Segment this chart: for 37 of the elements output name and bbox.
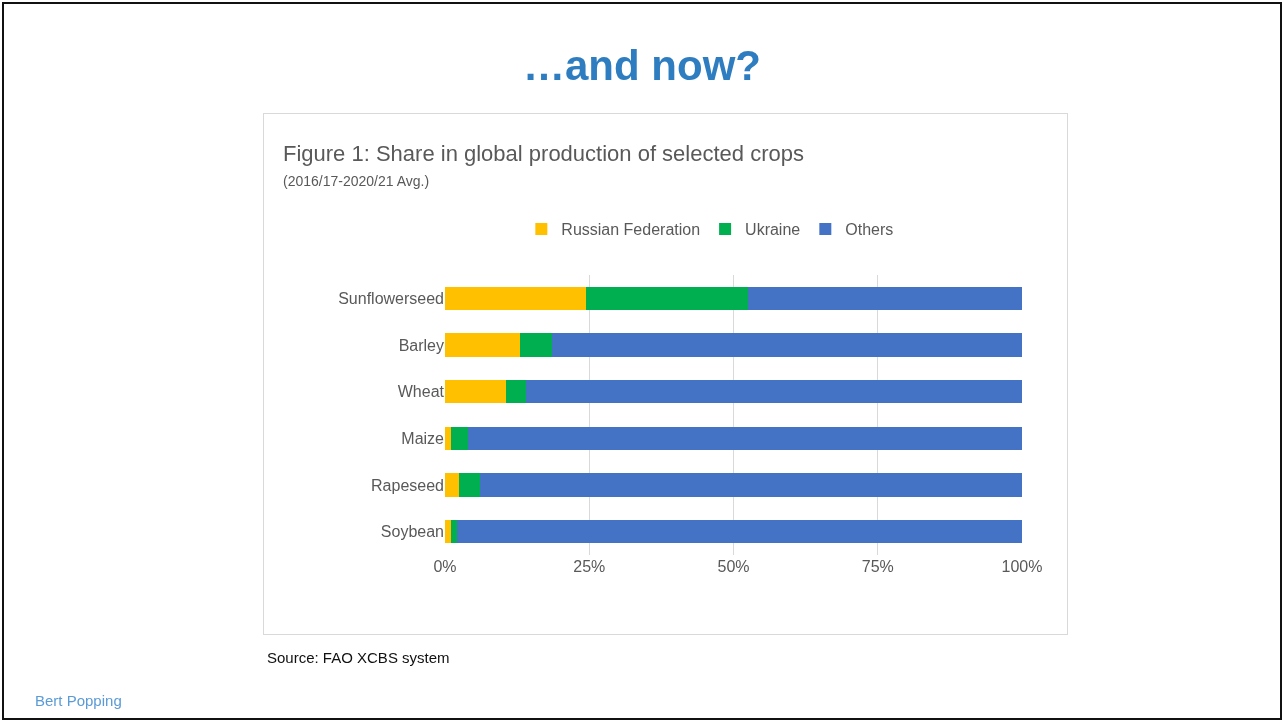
- bar: [450, 520, 457, 544]
- chart-subtitle: Figure 1: Share in global production of selected crops: [283, 141, 804, 166]
- bar: [445, 333, 521, 357]
- bar: [456, 520, 1022, 544]
- text: Bert Popping: [35, 692, 122, 709]
- legend-label: Others: [845, 221, 894, 239]
- legend-label: Ukraine: [745, 221, 801, 239]
- x-tick-label: 0%: [433, 558, 457, 575]
- bar: [505, 380, 526, 404]
- bar: [586, 286, 748, 310]
- x-tick-label: 100%: [1001, 558, 1043, 575]
- bar: [525, 380, 1022, 404]
- text: (2016/17-2020/21 Avg.): [283, 173, 430, 189]
- bar: [445, 473, 460, 497]
- bar: [468, 426, 1022, 450]
- y-tick-label: Rapeseed: [371, 476, 444, 494]
- bar: [445, 520, 451, 544]
- y-tick-label: Sunflowerseed: [338, 289, 444, 307]
- x-tick-label: 25%: [573, 558, 606, 575]
- bar: [459, 473, 480, 497]
- chart-title: …and now?: [523, 41, 761, 89]
- bar: [445, 286, 587, 310]
- x-tick-label: 75%: [861, 558, 894, 575]
- bar: [445, 426, 451, 450]
- source-note: Source: FAO XCBS system: [267, 649, 450, 666]
- bar: [479, 473, 1022, 497]
- bar: [551, 333, 1022, 357]
- y-tick-label: Soybean: [380, 523, 444, 541]
- y-tick-label: Wheat: [397, 383, 445, 401]
- bar: [520, 333, 552, 357]
- y-tick-label: Barley: [398, 336, 444, 354]
- bar: [445, 380, 506, 404]
- legend-label: Russian Federation: [561, 221, 701, 239]
- bar: [747, 286, 1022, 310]
- x-tick-label: 50%: [717, 558, 750, 575]
- y-tick-label: Maize: [401, 429, 445, 447]
- bar: [450, 426, 469, 450]
